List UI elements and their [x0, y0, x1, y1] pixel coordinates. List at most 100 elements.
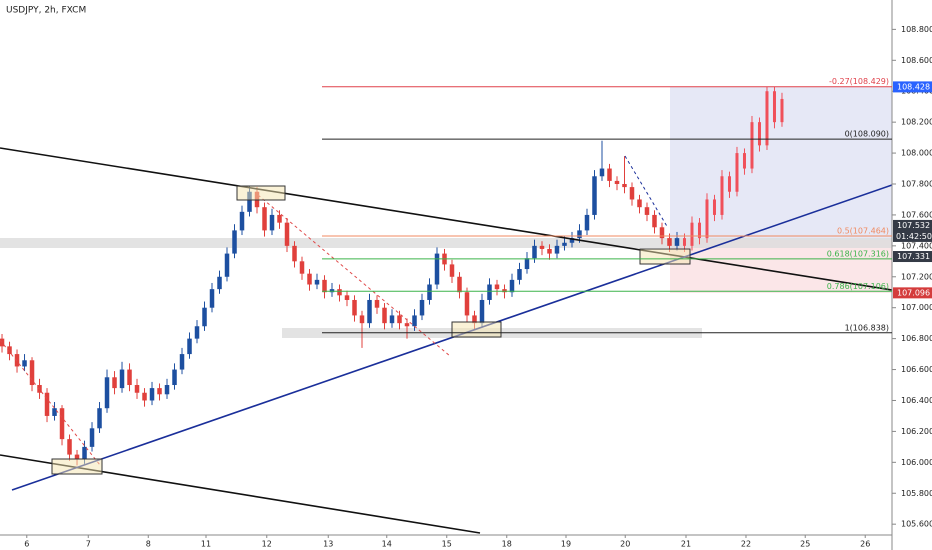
candle-body: [112, 377, 117, 389]
candle-body: [742, 153, 746, 169]
candle-body: [374, 299, 380, 308]
y-tick-label: 106.200: [901, 427, 932, 436]
x-tick-label: 19: [561, 540, 571, 549]
candle-body: [97, 408, 102, 429]
price-badge: [893, 219, 932, 242]
candle-body: [720, 176, 724, 215]
candle-body: [637, 199, 642, 208]
candle-body: [142, 392, 147, 401]
candle-body: [224, 253, 230, 277]
candle-body: [629, 187, 635, 200]
candle-body: [690, 222, 694, 246]
price-badge-label: 107.532: [897, 221, 930, 230]
candle-body: [644, 207, 650, 215]
channel-line: [624, 155, 669, 229]
candle-body: [179, 354, 185, 370]
candle-body: [322, 279, 327, 293]
candle-body: [502, 289, 507, 293]
candle-body: [359, 315, 365, 324]
candle-body: [652, 214, 657, 228]
candle-body: [532, 245, 537, 259]
x-tick-label: 11: [201, 540, 211, 549]
highlight-box: [51, 458, 103, 475]
candle-body: [119, 369, 125, 389]
candle-body: [314, 279, 320, 285]
candle-body: [277, 214, 282, 223]
candle-body: [367, 299, 372, 324]
plot-area: [0, 86, 784, 466]
y-tick-label: 105.600: [901, 520, 932, 529]
candle-body: [584, 214, 590, 231]
price-badge-label: 107.096: [897, 288, 930, 297]
candle-body: [780, 98, 784, 123]
y-tick-label: 108.000: [901, 149, 932, 158]
candle-body: [412, 315, 417, 327]
x-tick-label: 22: [741, 540, 751, 549]
x-tick-label: 7: [86, 540, 91, 549]
y-tick-label: 107.400: [901, 241, 932, 250]
candle-body: [232, 230, 237, 254]
candle-body: [307, 273, 312, 285]
candle-body: [187, 338, 192, 355]
x-tick-label: 12: [262, 540, 272, 549]
fib-label: -0.27(108.429): [829, 77, 889, 86]
candle-body: [134, 385, 140, 393]
y-tick-label: 108.600: [901, 56, 932, 65]
fib-label: 1(106.838): [845, 323, 889, 332]
candle-body: [389, 315, 395, 324]
candle-body: [569, 238, 575, 243]
candle-body: [397, 315, 402, 324]
candle-body: [682, 238, 686, 246]
candle-body: [667, 238, 672, 246]
fib-label: 0.5(107.464): [837, 226, 889, 235]
candle-body: [592, 176, 597, 215]
y-tick-label: 105.800: [901, 489, 932, 498]
price-badge-label: 107.331: [897, 252, 930, 261]
candle-body: [487, 284, 492, 300]
price-badge-label: 108.428: [897, 82, 930, 91]
candle-body: [337, 289, 342, 296]
candle-body: [697, 222, 701, 239]
y-tick-label: 106.400: [901, 396, 932, 405]
candle-body: [577, 230, 582, 239]
candle-body: [494, 284, 500, 290]
x-tick-label: 25: [800, 540, 810, 549]
candle-body: [194, 326, 200, 339]
candle-body: [284, 222, 290, 246]
candle-body: [44, 392, 50, 416]
candle-body: [554, 245, 560, 254]
candle-body: [607, 168, 612, 181]
candle-body: [614, 180, 620, 185]
y-tick-label: 106.600: [901, 365, 932, 374]
candle-body: [427, 284, 432, 300]
candle-body: [299, 261, 305, 274]
y-tick-label: 107.600: [901, 210, 932, 219]
candle-body: [705, 199, 709, 239]
candle-body: [659, 227, 665, 239]
candle-body: [449, 264, 455, 277]
candle-body: [164, 385, 170, 395]
candle-body: [67, 439, 72, 455]
candle-body: [712, 199, 716, 215]
candle-body: [7, 346, 12, 355]
y-tick-label: 106.000: [901, 458, 932, 467]
x-tick-label: 15: [442, 540, 452, 549]
candle-body: [52, 408, 57, 416]
candle-body: [735, 153, 739, 192]
candle-body: [539, 245, 545, 249]
candle-body: [382, 307, 387, 324]
candle-body: [479, 299, 485, 324]
channel-line: [0, 339, 101, 466]
y-tick-label: 107.800: [901, 180, 932, 189]
candle-body: [157, 388, 162, 395]
candle-body: [29, 360, 35, 386]
candle-body: [599, 168, 605, 177]
chart-title: USDJPY, 2h, FXCM: [6, 6, 86, 16]
candle-body: [517, 269, 522, 280]
fib-label: 0.786(107.106): [827, 282, 889, 291]
trendline: [0, 147, 893, 291]
candle-body: [14, 354, 20, 367]
x-tick-label: 14: [382, 540, 392, 549]
y-tick-label: 107.200: [901, 272, 932, 281]
